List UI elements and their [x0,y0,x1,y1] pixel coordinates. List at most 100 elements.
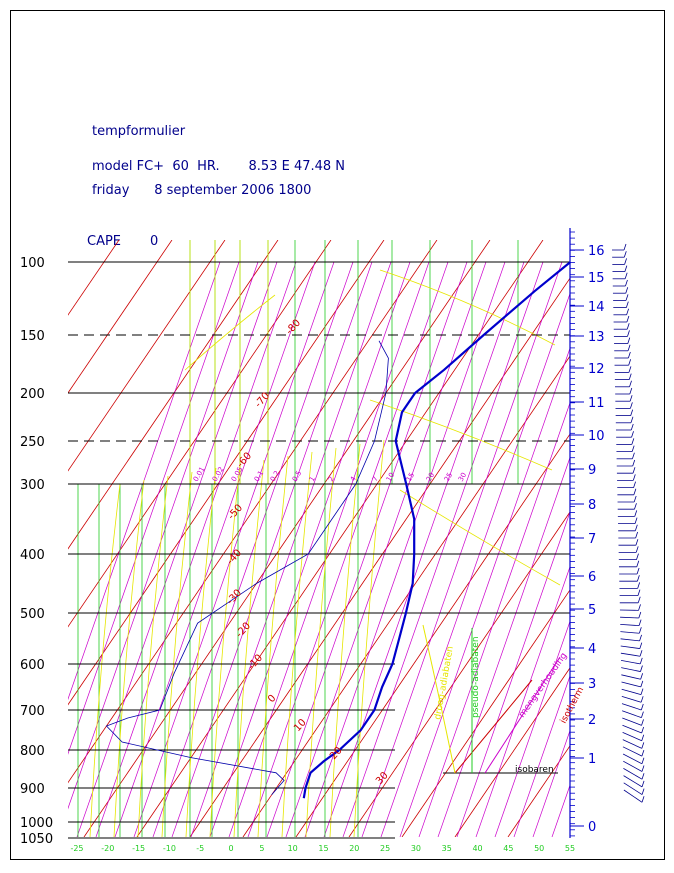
isotherm-line [68,240,332,628]
wind-barb-flag [624,272,628,279]
wind-barb-flag [639,657,643,665]
wind-barb-flag [634,517,638,524]
isotherm-line [68,240,120,316]
isotherm-line [242,355,570,837]
wind-barb-staff [621,674,641,680]
wind-barb-staff [622,732,642,742]
dry-adiabat-line [137,475,169,837]
height-tick-label: 12 [588,362,605,377]
wind-barb-flag [640,688,644,695]
wind-barb-flag [633,481,636,488]
temperature-tick-label: 10 [288,844,298,853]
pressure-tick-label: 300 [20,478,45,493]
isotherm-line [68,240,173,394]
isotherm-line [454,667,570,837]
mixing-ratio-line [399,347,570,837]
mixing-ratio-label: 7 [371,475,380,483]
wind-barb-flag [634,524,638,531]
wind-barb-flag [641,780,645,788]
wind-barb-flag [635,539,639,546]
mixing-ratio-line [171,261,373,837]
wind-barb-flag [625,301,629,308]
temperature-tick-label: 5 [259,844,264,853]
mixing-ratio-line [209,261,411,837]
temperature-tick-label: 30 [411,844,421,853]
height-tick-label: 16 [588,244,605,259]
dry-adiabat-line [379,269,556,346]
isotherm-line [68,240,438,784]
wind-barb-flag [641,773,645,780]
height-tick-label: 3 [588,677,596,692]
mixing-ratio-label: 0.5 [291,469,303,483]
wind-barb-flag [627,330,630,337]
mixing-ratio-line [68,261,259,810]
wind-barb-staff [622,717,642,726]
dry-adiabat-line [353,439,385,837]
wind-barb-flag [641,711,644,718]
dry-adiabat-line [113,479,145,837]
wind-barb-staff [620,652,641,657]
wind-barb-flag [641,719,644,726]
temperature-tick-label: -15 [132,844,145,853]
legend-mengverhouding: mengverhouding [517,651,569,720]
height-tick-label: 6 [588,570,596,585]
wind-barb-flag [626,315,630,323]
wind-barb-flag [630,416,634,423]
wind-barb-flag [630,409,634,416]
dry-adiabat-line [257,455,289,837]
wind-barb-staff [623,768,643,780]
wind-barb-staff [620,638,640,642]
temperature-tick-label: -10 [163,844,176,853]
wind-barb-flag [634,510,638,517]
wind-barb-flag [635,531,639,539]
height-tick-label: 8 [588,498,596,513]
temperature-tick-label: -20 [101,844,114,853]
temperature-profile [302,261,572,799]
dry-adiabat-line [161,471,193,837]
isotherm-label: 10 [292,717,309,734]
wind-barb-flag [641,749,645,757]
temperature-tick-label: 20 [349,844,359,853]
mixing-ratio-line [418,401,570,837]
wind-barb-flag [637,582,641,589]
wind-barb-staff [620,616,639,619]
isotherm-line [348,511,570,837]
wind-barb-flag [641,734,645,741]
dry-adiabat-line [399,489,561,586]
temperature-tick-label: -5 [196,844,204,853]
isotherm-line [68,240,279,550]
wind-barb-flag [631,431,634,438]
legend-mixing-line [484,656,561,774]
wind-barb-flag [639,642,643,649]
model-info: model FC+ 60 HR. 8.53 E 47.48 N [92,159,346,174]
wind-barb-flag [640,665,643,672]
wind-barb-flag [631,445,635,452]
pressure-tick-label: 100 [20,256,45,271]
pressure-tick-label: 150 [20,329,45,344]
temperature-tick-label: 40 [472,844,482,853]
height-tick-label: 2 [588,713,596,728]
wind-barb-flag [624,258,627,265]
mixing-ratio-label: 1 [308,475,317,483]
isotherm-line [136,240,544,837]
isotherm-line [0,240,13,837]
wind-barb-flag [638,611,642,619]
mixing-ratio-line [228,261,430,837]
dry-adiabat-line [305,447,337,837]
mixing-ratio-line [494,620,570,837]
legend-pseudo-adiabaten: pseudo-adiabaten [471,636,481,718]
wind-barb-staff [622,724,642,734]
mixing-ratio-line [285,261,487,837]
pressure-tick-label: 200 [20,387,45,402]
height-tick-label: 0 [588,820,596,835]
temperature-tick-label: 45 [503,844,513,853]
cape-label: CAPE [87,234,121,249]
wind-barb-flag [641,796,645,803]
wind-barb-flag [633,495,637,503]
mixing-ratio-line [68,261,240,755]
wind-barb-staff [623,775,643,788]
chart-frame [10,10,665,860]
wind-barb-staff [623,789,643,803]
chart-title: tempformulier [92,124,186,139]
isotherm-label: -50 [226,503,245,523]
